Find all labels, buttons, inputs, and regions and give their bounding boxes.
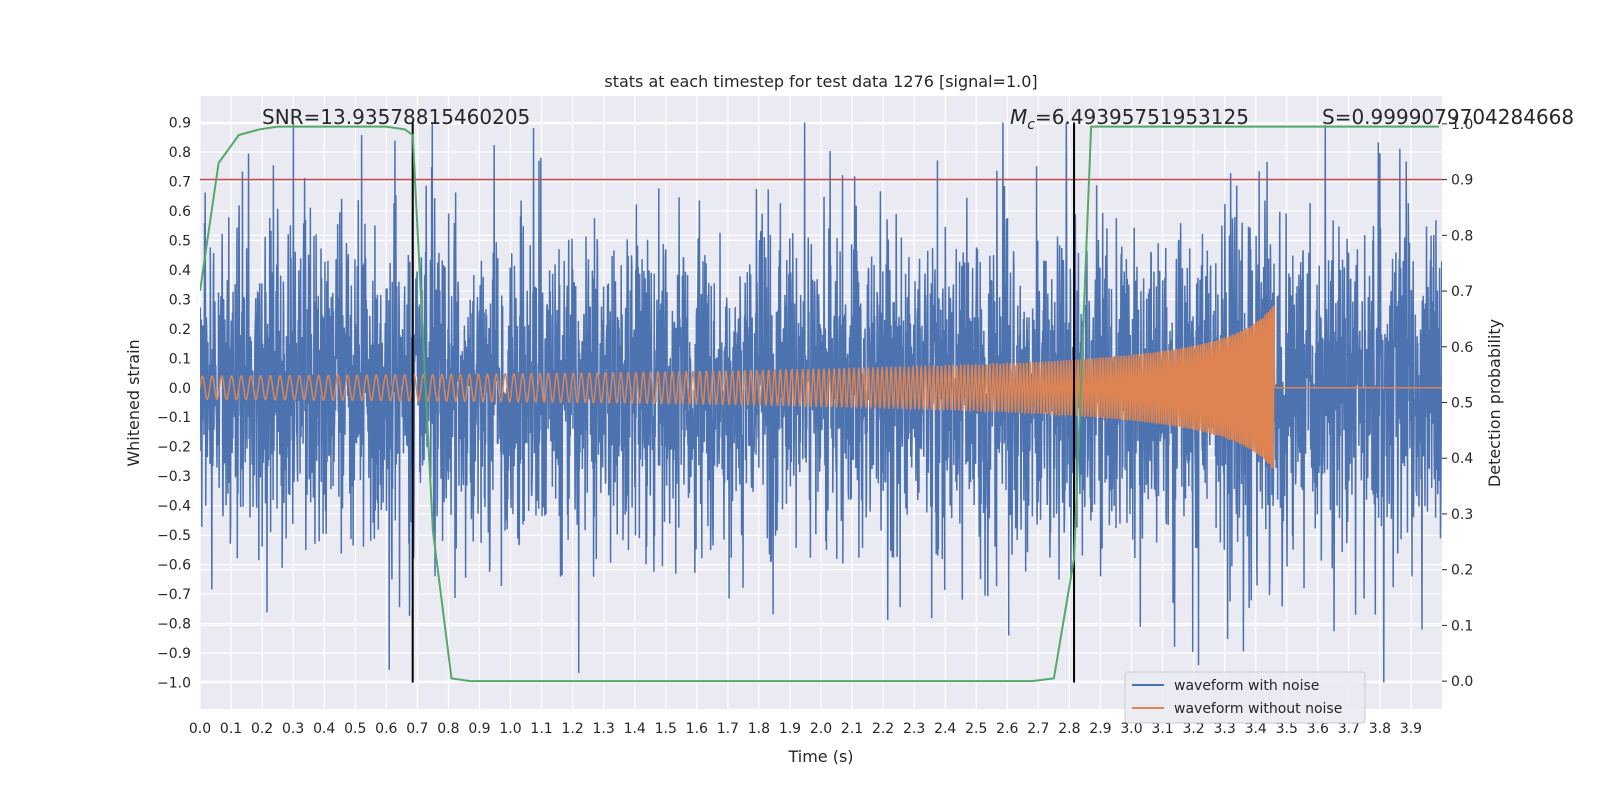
- x-tick-label: 0.6: [375, 721, 397, 737]
- x-tick-label: 3.0: [1120, 721, 1142, 737]
- x-tick-label: 2.3: [903, 721, 925, 737]
- x-tick-label: 1.3: [593, 721, 615, 737]
- x-tick-label: 1.6: [686, 721, 708, 737]
- x-tick-label: 0.2: [251, 721, 273, 737]
- x-tick-label: 3.3: [1214, 721, 1236, 737]
- legend-label-noise: waveform with noise: [1174, 678, 1319, 694]
- x-tick-label: 2.8: [1058, 721, 1080, 737]
- y-tick-label: 0.3: [169, 292, 191, 308]
- x-tick-label: 0.4: [313, 721, 335, 737]
- x-tick-label: 1.5: [655, 721, 677, 737]
- x-tick-label: 3.8: [1369, 721, 1391, 737]
- legend: waveform with noise waveform without noi…: [1124, 671, 1366, 724]
- y-axis-label: Whitened strain: [124, 339, 143, 466]
- y-tick-label: −0.7: [157, 587, 191, 603]
- x-tick-label: 0.0: [189, 721, 211, 737]
- x-tick-label: 1.9: [779, 721, 801, 737]
- chirp-mass-value: =6.49395751953125: [1035, 105, 1249, 129]
- x-tick-label: 2.5: [965, 721, 987, 737]
- x-tick-label: 0.3: [282, 721, 304, 737]
- y-tick-label: −0.4: [157, 499, 191, 515]
- chart-title: stats at each timestep for test data 127…: [604, 72, 1037, 91]
- x-tick-label: 2.6: [996, 721, 1018, 737]
- x-tick-label: 3.9: [1400, 721, 1422, 737]
- x-tick-label: 0.1: [220, 721, 242, 737]
- series-detection-probability: [200, 125, 1439, 683]
- x-tick-label: 3.6: [1307, 721, 1329, 737]
- chirp-mass-subscript: c: [1027, 117, 1035, 133]
- y-tick-label: 0.7: [169, 174, 191, 190]
- y-tick-label: 0.5: [169, 233, 191, 249]
- y2-tick-label: 1.0: [1451, 117, 1473, 133]
- y2-axis-label: Detection probability: [1485, 319, 1504, 487]
- x-tick-label: 3.2: [1182, 721, 1204, 737]
- y2-tick-label: 0.2: [1451, 563, 1473, 579]
- y-tick-label: −0.2: [157, 440, 191, 456]
- chirp-mass-annotation: Mc=6.49395751953125: [1010, 105, 1249, 133]
- x-axis-label: Time (s): [787, 747, 853, 766]
- x-tick-label: 1.7: [717, 721, 739, 737]
- x-tick-label: 0.8: [437, 721, 459, 737]
- x-tick-label: 2.1: [841, 721, 863, 737]
- x-tick-label: 1.0: [499, 721, 521, 737]
- series-waveform-without-noise: [200, 305, 1442, 469]
- x-tick-label: 2.4: [934, 721, 956, 737]
- y-tick-label: 0.4: [169, 263, 191, 279]
- y2-tick-label: 0.3: [1451, 507, 1473, 523]
- x-tick-label: 0.5: [344, 721, 366, 737]
- y-tick-label: 0.9: [169, 116, 191, 132]
- x-tick-label: 1.4: [624, 721, 646, 737]
- y2-tick-label: 0.9: [1451, 173, 1473, 189]
- y2-tick-label: 0.6: [1451, 340, 1473, 356]
- axis-ticks: 0.0 0.1 0.2 0.3 0.4 0.5 0.6 0.7 0.8 0.9 1.0 1.1 1.2 1…: [157, 116, 1473, 737]
- snr-annotation: SNR=13.93578815460205: [262, 105, 530, 129]
- y-tick-label: 0.0: [169, 381, 191, 397]
- x-tick-label: 2.7: [1027, 721, 1049, 737]
- x-tick-label: 3.5: [1276, 721, 1298, 737]
- y-tick-label: −0.3: [157, 469, 191, 485]
- chirp-mass-symbol: M: [1010, 105, 1027, 129]
- y2-tick-label: 0.4: [1451, 451, 1473, 467]
- y-tick-label: −0.5: [157, 528, 191, 544]
- x-tick-label: 3.7: [1338, 721, 1360, 737]
- y-tick-label: −1.0: [157, 675, 191, 691]
- y2-tick-label: 0.1: [1451, 618, 1473, 634]
- y-tick-label: 0.1: [169, 351, 191, 367]
- y-tick-label: −0.9: [157, 646, 191, 662]
- y-tick-label: −0.1: [157, 410, 191, 426]
- y2-tick-label: 0.0: [1451, 674, 1473, 690]
- x-tick-label: 2.0: [810, 721, 832, 737]
- series-waveform-with-noise: [200, 122, 1442, 683]
- y2-tick-label: 0.7: [1451, 284, 1473, 300]
- x-tick-label: 1.2: [561, 721, 583, 737]
- y-tick-label: −0.8: [157, 617, 191, 633]
- x-tick-label: 0.7: [406, 721, 428, 737]
- x-tick-label: 1.8: [748, 721, 770, 737]
- legend-label-clean: waveform without noise: [1174, 701, 1342, 717]
- y-tick-label: 0.6: [169, 204, 191, 220]
- legend-box: [1124, 671, 1366, 724]
- y2-tick-label: 0.8: [1451, 228, 1473, 244]
- y-tick-label: 0.8: [169, 145, 191, 161]
- x-tick-label: 1.1: [530, 721, 552, 737]
- y-tick-label: −0.6: [157, 558, 191, 574]
- plot-area: [200, 122, 1442, 683]
- x-tick-label: 2.2: [872, 721, 894, 737]
- x-tick-label: 2.9: [1089, 721, 1111, 737]
- x-tick-label: 0.9: [468, 721, 490, 737]
- score-annotation: S=0.9999079704284668: [1322, 105, 1574, 129]
- x-tick-label: 3.4: [1245, 721, 1267, 737]
- y-tick-label: 0.2: [169, 322, 191, 338]
- y2-tick-label: 0.5: [1451, 396, 1473, 412]
- x-tick-label: 3.1: [1151, 721, 1173, 737]
